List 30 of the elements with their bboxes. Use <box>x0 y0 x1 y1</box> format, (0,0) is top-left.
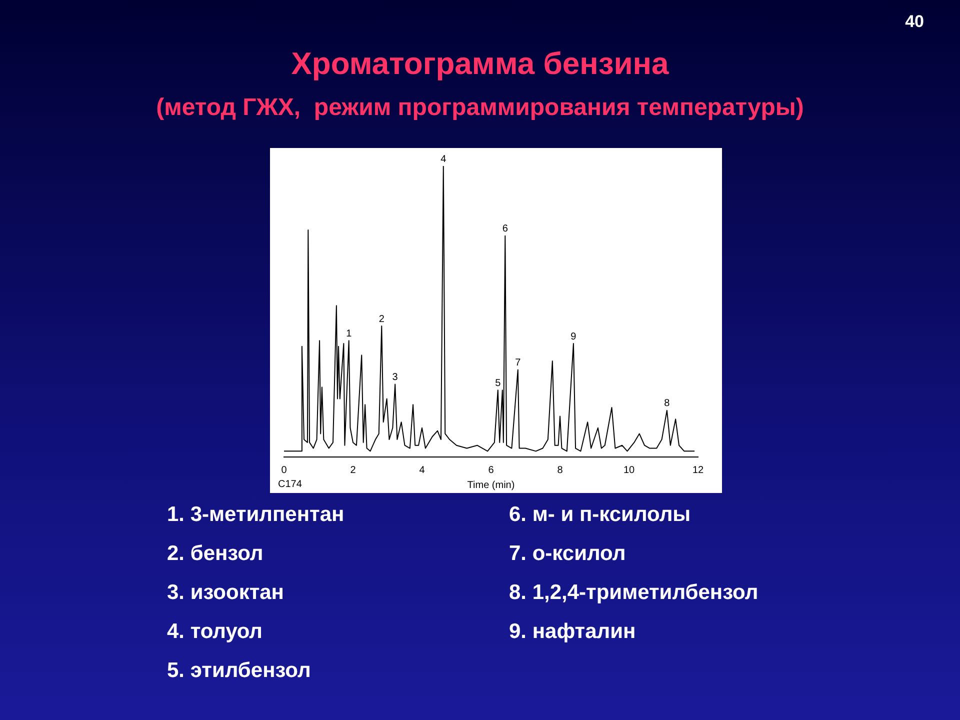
text: 4. толуол <box>167 620 264 645</box>
text: 1. 3-метилпентан <box>167 503 344 528</box>
x-tick-label: 6 <box>488 464 494 476</box>
x-tick-label: 8 <box>557 464 564 476</box>
annotation: 9 <box>570 331 577 342</box>
text: 9. нафталин <box>509 620 637 645</box>
annotation: 6 <box>502 224 508 235</box>
x-tick-label: 4 <box>419 464 426 476</box>
text: 40 <box>905 12 924 32</box>
text: 6. м- и п-ксилолы <box>509 503 692 528</box>
chart-title: Хроматограмма бензина <box>290 46 670 82</box>
text: 8. 1,2,4-триметилбензол <box>509 581 758 606</box>
chart-subtitle: (метод ГЖХ, режим программирования температуры) <box>155 94 805 122</box>
annotation: 7 <box>515 357 522 368</box>
x-axis-title: Time (min) <box>467 480 515 491</box>
text: 3. изооктан <box>167 581 285 606</box>
annotation: 2 <box>378 314 385 325</box>
annotation: 3 <box>392 372 398 383</box>
text: C174 <box>278 478 302 490</box>
annotation: 8 <box>664 398 670 410</box>
annotation: 5 <box>495 378 502 389</box>
annotation: 4 <box>440 154 447 165</box>
annotation: 1 <box>346 328 352 340</box>
text: 2. бензол <box>167 542 264 567</box>
text: 7. о-ксилол <box>509 542 627 567</box>
x-tick-label: 0 <box>281 464 288 476</box>
x-tick-label: 2 <box>350 464 356 476</box>
x-tick-label: 12 <box>692 464 704 476</box>
text: 5. этилбензол <box>167 659 312 684</box>
x-tick-label: 10 <box>623 464 635 476</box>
